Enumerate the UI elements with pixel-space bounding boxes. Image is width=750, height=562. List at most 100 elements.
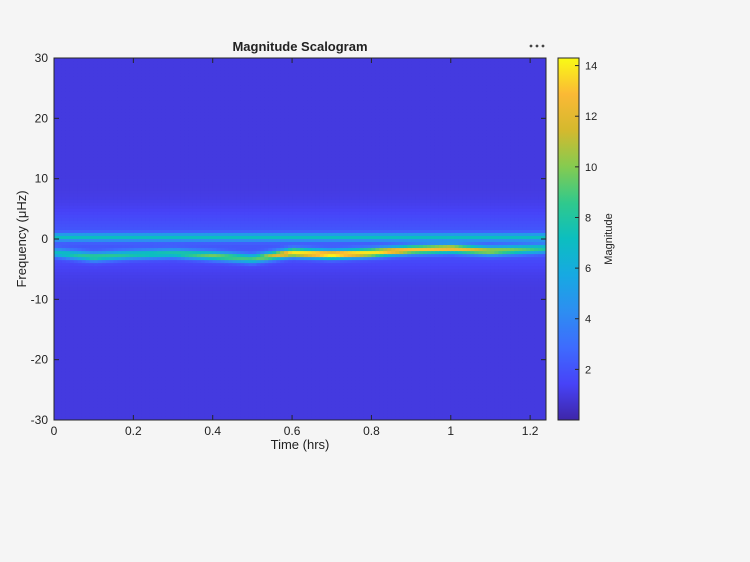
heatmap-cell bbox=[69, 386, 75, 391]
heatmap-cell bbox=[117, 401, 123, 406]
heatmap-cell bbox=[117, 278, 123, 282]
heatmap-cell bbox=[77, 91, 83, 95]
heatmap-cell bbox=[145, 76, 150, 80]
heatmap-cell bbox=[61, 368, 67, 373]
heatmap-cell bbox=[157, 148, 162, 153]
heatmap-cell bbox=[93, 338, 99, 343]
heatmap-cell bbox=[73, 106, 79, 110]
heatmap-cell bbox=[145, 175, 150, 180]
heatmap-cell bbox=[141, 380, 146, 385]
heatmap-cell bbox=[117, 365, 123, 370]
heatmap-cell bbox=[157, 320, 162, 325]
heatmap-cell bbox=[125, 386, 130, 391]
heatmap-cell bbox=[69, 211, 75, 216]
heatmap-cell bbox=[133, 293, 138, 297]
heatmap-cell bbox=[93, 70, 99, 74]
heatmap-cell bbox=[117, 118, 123, 122]
heatmap-cell bbox=[97, 413, 103, 418]
heatmap-cell bbox=[97, 299, 103, 303]
heatmap-cell bbox=[89, 326, 95, 331]
heatmap-cell bbox=[61, 169, 67, 174]
heatmap-cell bbox=[54, 223, 59, 228]
heatmap-cell bbox=[61, 341, 67, 346]
heatmap-cell bbox=[149, 223, 154, 228]
heatmap-cell bbox=[129, 398, 134, 403]
heatmap-cell bbox=[149, 311, 154, 316]
heatmap-cell bbox=[133, 163, 138, 168]
heatmap-cell bbox=[81, 371, 87, 376]
heatmap-cell bbox=[65, 139, 71, 144]
heatmap-cell bbox=[113, 257, 119, 261]
heatmap-cell bbox=[69, 401, 75, 406]
heatmap-cell bbox=[89, 266, 95, 270]
heatmap-cell bbox=[121, 374, 127, 379]
heatmap-cell bbox=[121, 193, 127, 198]
heatmap-cell bbox=[153, 332, 158, 337]
heatmap-cell bbox=[61, 229, 67, 234]
heatmap-cell bbox=[77, 311, 83, 316]
heatmap-cell bbox=[125, 226, 130, 231]
heatmap-cell bbox=[113, 347, 119, 352]
heatmap-cell bbox=[117, 377, 123, 382]
heatmap-cell bbox=[61, 115, 67, 119]
heatmap-cell bbox=[54, 199, 59, 204]
heatmap-cell bbox=[101, 112, 107, 116]
heatmap-cell bbox=[85, 332, 91, 337]
heatmap-cell bbox=[77, 58, 83, 62]
heatmap-cell bbox=[61, 338, 67, 343]
heatmap-cell bbox=[69, 136, 75, 141]
heatmap-cell bbox=[157, 97, 162, 101]
heatmap-cell bbox=[149, 112, 154, 116]
heatmap-cell bbox=[133, 184, 138, 189]
heatmap-cell bbox=[57, 302, 63, 306]
heatmap-cell bbox=[105, 272, 111, 276]
heatmap-cell bbox=[133, 326, 138, 331]
heatmap-cell bbox=[65, 226, 71, 231]
heatmap-cell bbox=[149, 133, 154, 138]
heatmap-cell bbox=[141, 166, 146, 171]
heatmap-cell bbox=[57, 142, 63, 147]
heatmap-cell bbox=[81, 359, 87, 364]
heatmap-cell bbox=[125, 166, 130, 171]
heatmap-cell bbox=[85, 97, 91, 101]
heatmap-cell bbox=[157, 187, 162, 192]
heatmap-cell bbox=[69, 302, 75, 306]
ellipsis-icon[interactable] bbox=[529, 44, 545, 48]
heatmap-cell bbox=[141, 305, 146, 309]
heatmap-cell bbox=[141, 232, 146, 237]
heatmap-cell bbox=[81, 91, 87, 95]
heatmap-cell bbox=[97, 58, 103, 62]
heatmap-cell bbox=[137, 148, 142, 153]
heatmap-cell bbox=[133, 112, 138, 116]
heatmap-cell bbox=[141, 154, 146, 159]
heatmap-cell bbox=[81, 175, 87, 180]
heatmap-cell bbox=[157, 94, 162, 98]
heatmap-cell bbox=[161, 61, 166, 65]
heatmap-cell bbox=[141, 199, 146, 204]
heatmap-cell bbox=[105, 148, 111, 153]
heatmap-cell bbox=[57, 413, 63, 418]
heatmap-cell bbox=[77, 257, 83, 261]
heatmap-cell bbox=[153, 278, 158, 282]
heatmap-cell bbox=[65, 353, 71, 358]
heatmap-cell bbox=[69, 175, 75, 180]
heatmap-cell bbox=[133, 386, 138, 391]
heatmap-cell bbox=[69, 196, 75, 201]
heatmap-cell bbox=[77, 205, 83, 210]
heatmap-cell bbox=[125, 308, 130, 312]
heatmap-cell bbox=[77, 217, 83, 222]
heatmap-cell bbox=[153, 136, 158, 141]
heatmap-cell bbox=[121, 248, 127, 252]
heatmap-cell bbox=[54, 377, 59, 382]
heatmap-cell bbox=[161, 76, 166, 80]
heatmap-cell bbox=[153, 169, 158, 174]
heatmap-cell bbox=[65, 157, 71, 162]
heatmap-cell bbox=[133, 139, 138, 144]
heatmap-cell bbox=[69, 214, 75, 219]
heatmap-cell bbox=[65, 235, 71, 240]
heatmap-cell bbox=[117, 299, 123, 303]
heatmap-cell bbox=[54, 284, 59, 288]
heatmap-cell bbox=[145, 70, 150, 74]
heatmap-cell bbox=[145, 260, 150, 264]
heatmap-cell bbox=[145, 311, 150, 316]
